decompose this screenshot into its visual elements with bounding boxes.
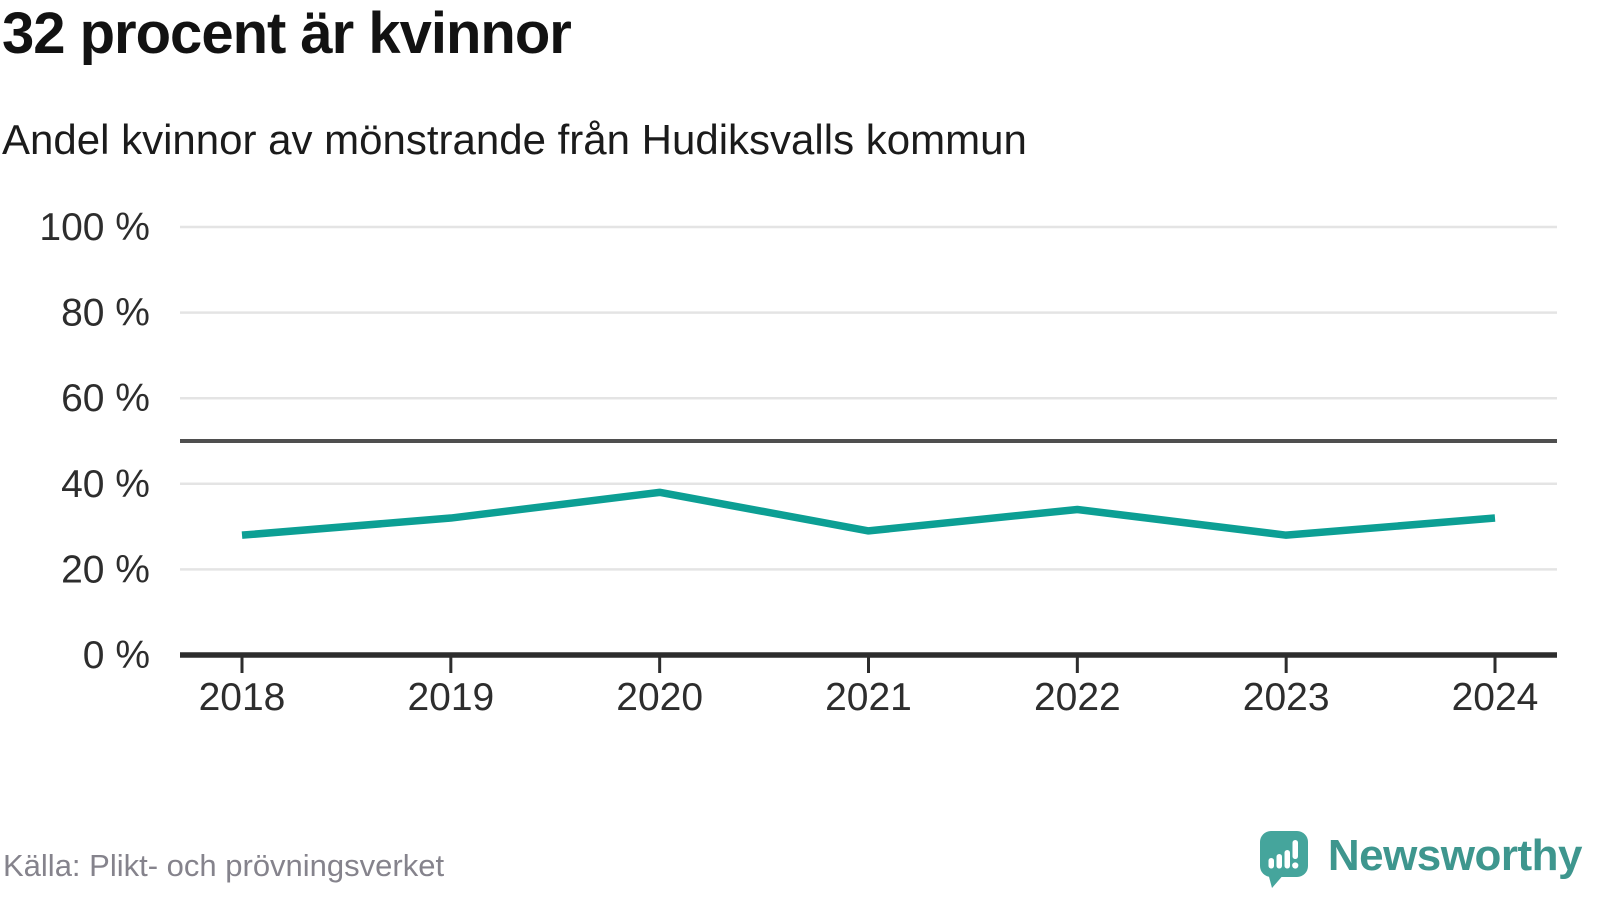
x-tick-label: 2024 — [1452, 676, 1539, 719]
x-tick-label: 2022 — [1034, 676, 1121, 719]
chart-subtitle: Andel kvinnor av mönstrande från Hudiksv… — [2, 116, 1027, 163]
brand-logo: Newsworthy — [1259, 830, 1583, 888]
newsworthy-logo-icon — [1259, 831, 1308, 888]
newsworthy-wordmark: Newsworthy — [1327, 830, 1583, 880]
y-tick-label: 40 % — [61, 463, 150, 506]
data-line — [241, 488, 1496, 539]
y-tick-label: 20 % — [61, 548, 150, 591]
y-tick-label: 0 % — [83, 634, 150, 677]
y-tick-label: 60 % — [61, 377, 150, 420]
x-tick-label: 2021 — [825, 676, 912, 719]
source-text: Källa: Plikt- och prövningsverket — [3, 848, 445, 883]
x-tick-label: 2018 — [199, 676, 286, 719]
y-tick-label: 80 % — [61, 292, 150, 335]
y-tick-label: 100 % — [39, 206, 150, 249]
x-tick-label: 2019 — [407, 676, 494, 719]
x-tick-label: 2023 — [1243, 676, 1330, 719]
x-tick-label: 2020 — [616, 676, 703, 719]
chart-title: 32 procent är kvinnor — [2, 1, 572, 66]
